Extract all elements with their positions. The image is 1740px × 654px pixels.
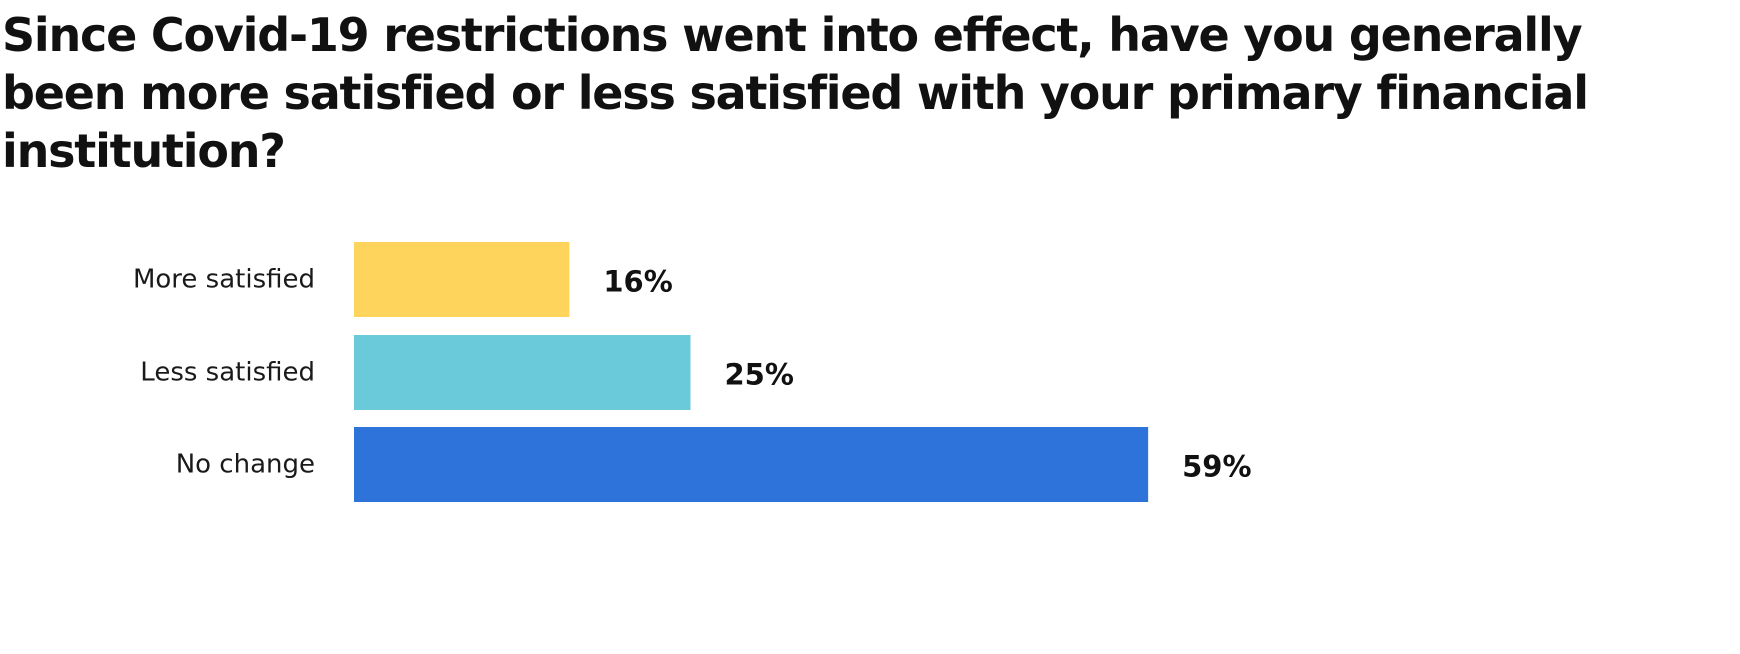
- category-label: Less satisfied: [140, 358, 315, 388]
- category-label: More satisfied: [133, 265, 315, 295]
- bar: [354, 427, 1149, 502]
- bar: [354, 335, 691, 410]
- bars-layer: More satisfied 16% Less satisfied 25% No cha…: [133, 242, 1252, 502]
- bar: [354, 242, 570, 317]
- category-label: No change: [176, 450, 315, 480]
- chart-title: Since Covid-19 restrictions went into ef…: [2, 8, 1589, 178]
- value-label: 16%: [603, 265, 672, 299]
- value-label: 59%: [1182, 450, 1251, 484]
- value-label: 25%: [725, 358, 794, 392]
